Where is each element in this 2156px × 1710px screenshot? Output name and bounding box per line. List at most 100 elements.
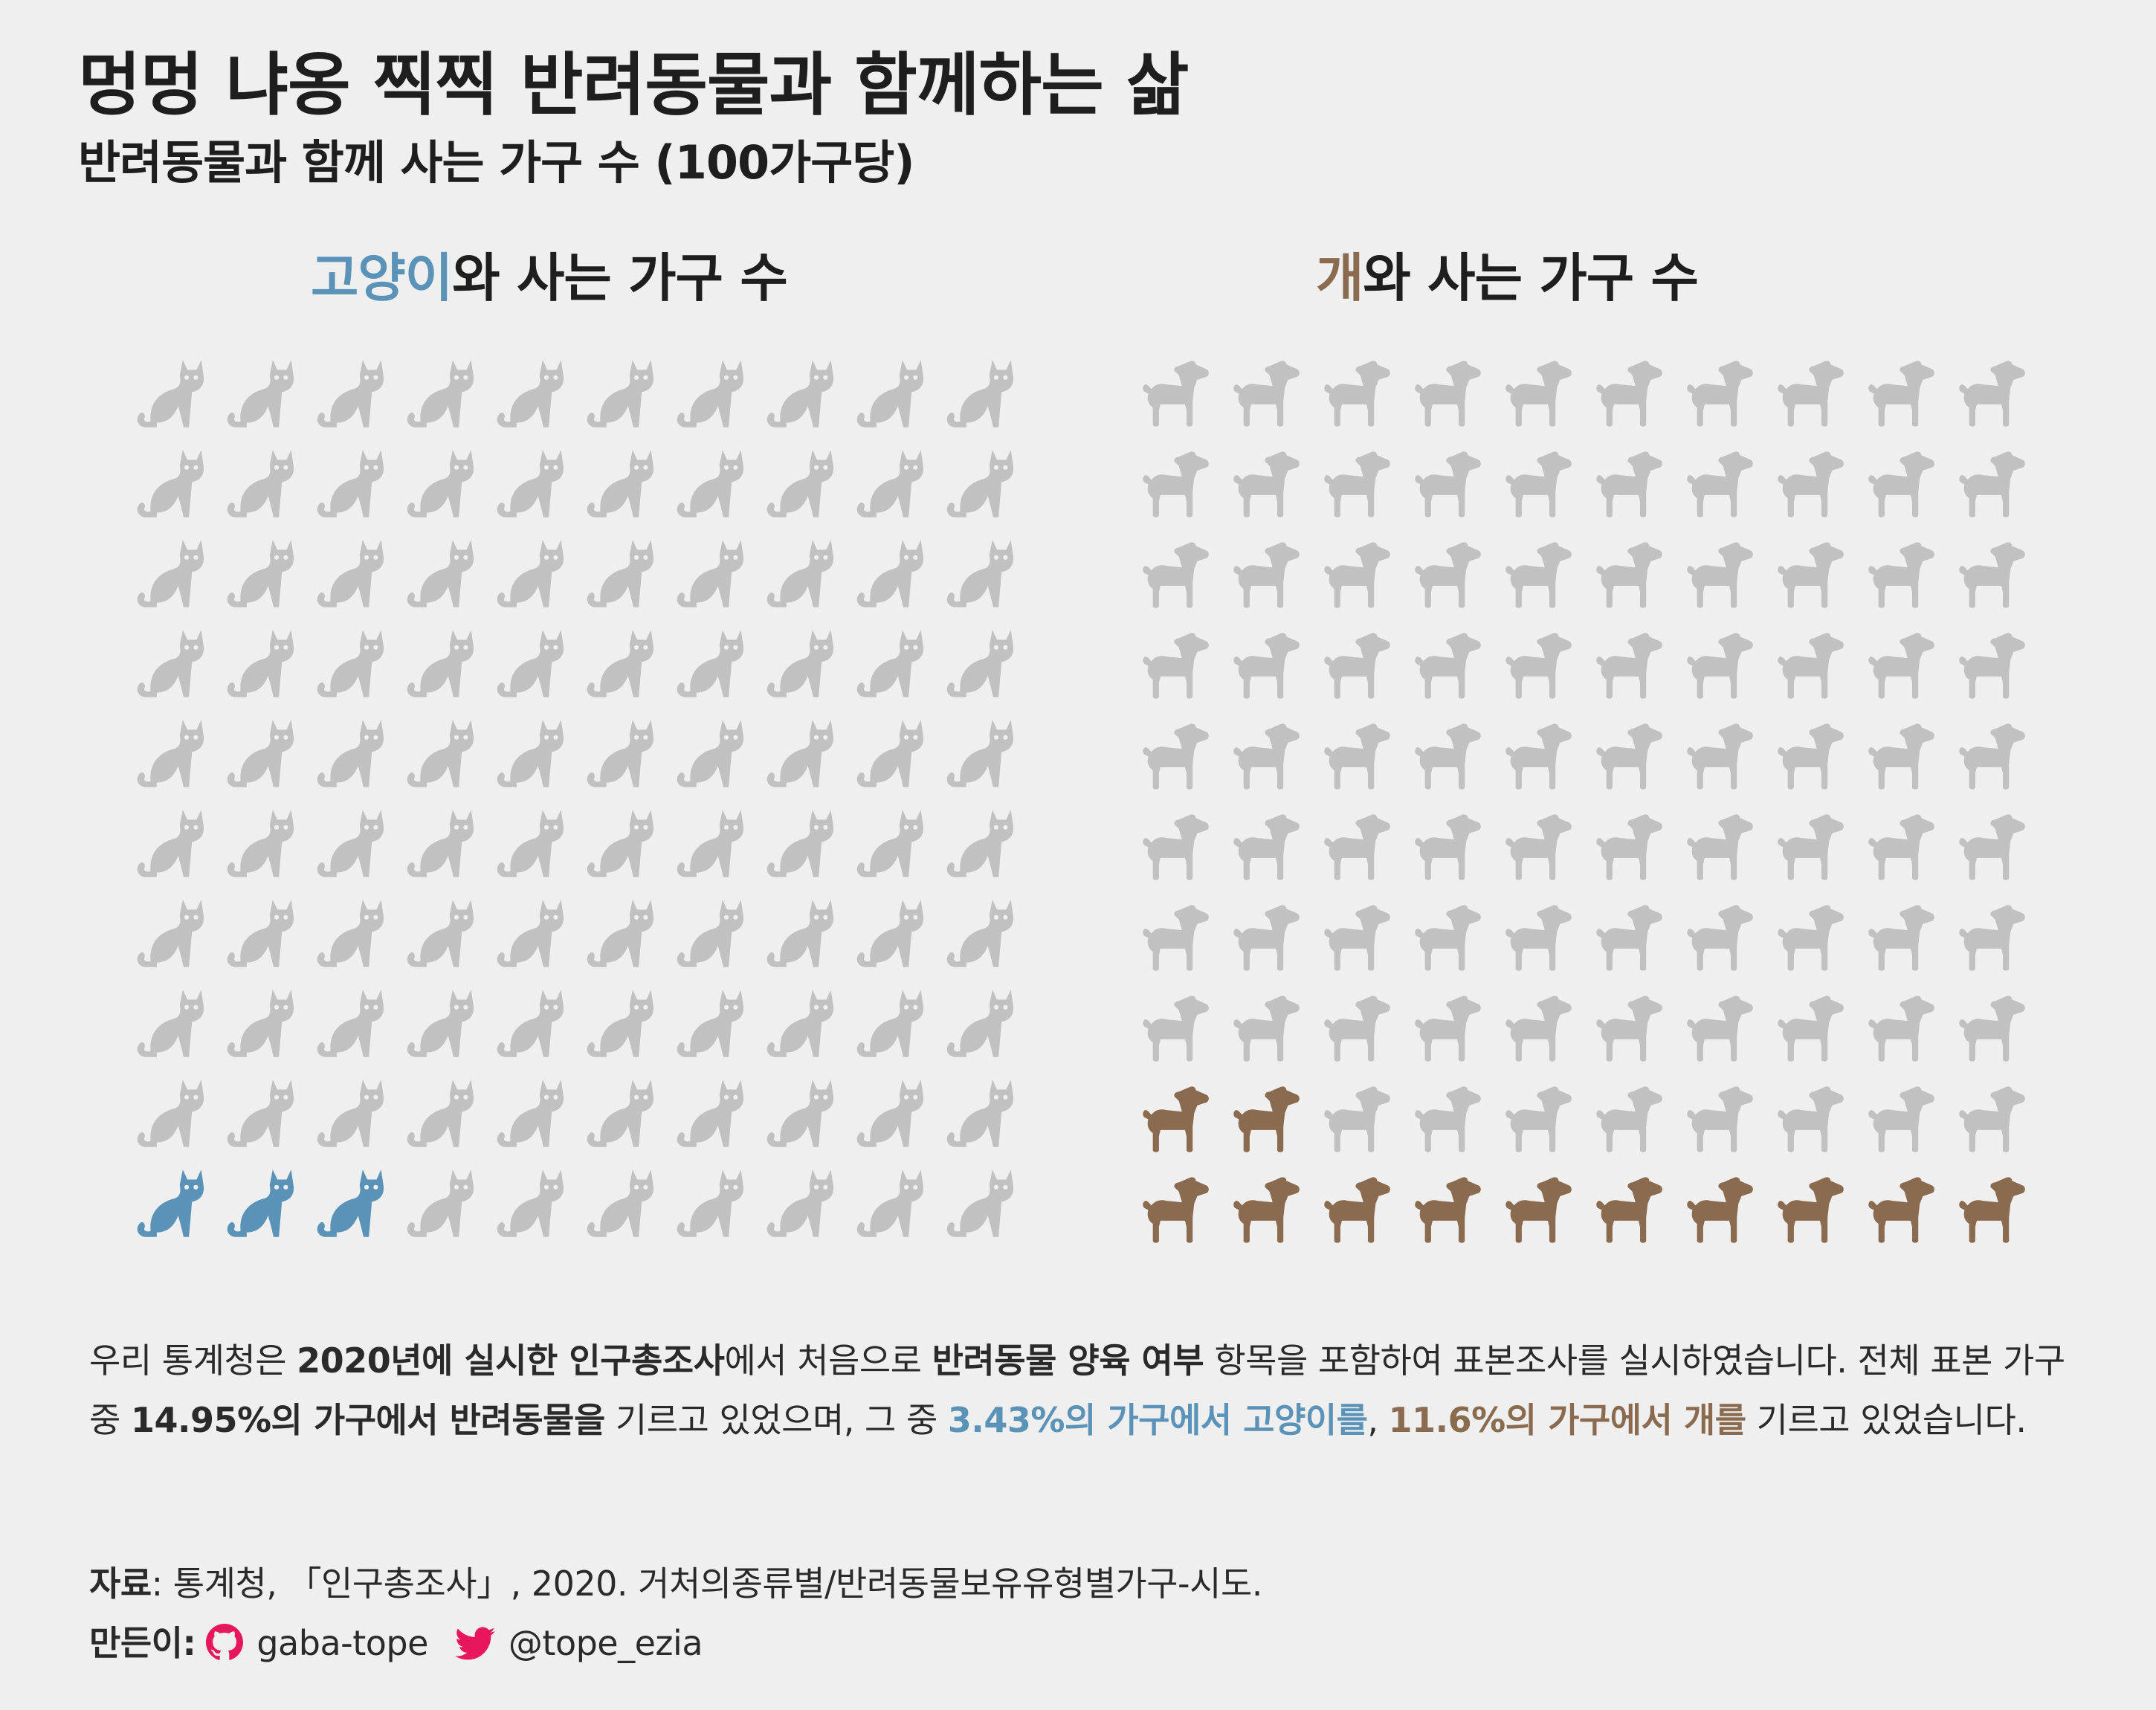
dog-icon bbox=[1596, 814, 1662, 880]
dog-panel-title: 개와 사는 가구 수 bbox=[1316, 236, 1699, 312]
dog-icon bbox=[1415, 451, 1481, 517]
dog-icon bbox=[1687, 1086, 1753, 1152]
dog-icon bbox=[1868, 542, 1934, 608]
cat-icon-highlighted bbox=[227, 1169, 294, 1237]
dog-icon bbox=[1959, 996, 2025, 1062]
cat-icon bbox=[497, 990, 564, 1057]
dog-icon-highlighted bbox=[1505, 1177, 1572, 1243]
dog-icon bbox=[1959, 361, 2025, 427]
dog-icon bbox=[1778, 1086, 1844, 1152]
dog-icon bbox=[1959, 723, 2025, 790]
cat-icon bbox=[137, 1080, 204, 1147]
dog-icon bbox=[1233, 996, 1300, 1062]
cat-icon bbox=[407, 720, 474, 787]
cat-icon bbox=[227, 720, 294, 787]
dog-icon bbox=[1415, 1086, 1481, 1152]
cat-icon bbox=[227, 540, 294, 607]
dog-icon-highlighted bbox=[1233, 1086, 1300, 1152]
dog-icon bbox=[1596, 542, 1662, 608]
cat-panel-title: 고양이와 사는 가구 수 bbox=[311, 236, 788, 312]
cat-icon bbox=[856, 540, 924, 607]
dog-icon bbox=[1596, 361, 1662, 427]
dog-icon bbox=[1143, 723, 1209, 790]
dog-icon bbox=[1505, 361, 1572, 427]
cat-icon bbox=[407, 1080, 474, 1147]
dog-icon bbox=[1415, 723, 1481, 790]
cat-icon bbox=[137, 900, 204, 967]
dog-icon-highlighted bbox=[1596, 1177, 1662, 1243]
cat-icon bbox=[766, 810, 834, 877]
cat-icon bbox=[677, 450, 744, 517]
dog-icon-highlighted bbox=[1415, 1177, 1481, 1243]
dog-icon bbox=[1324, 723, 1390, 790]
dog-icon bbox=[1596, 1086, 1662, 1152]
desc-text-4: 기르고 있었으며, 그 중 bbox=[604, 1400, 948, 1440]
dog-icon bbox=[1868, 996, 1934, 1062]
cat-icon bbox=[317, 540, 384, 607]
desc-text-6: 기르고 있었습니다. bbox=[1746, 1400, 2027, 1440]
cat-icon bbox=[407, 990, 474, 1057]
cat-icon bbox=[227, 900, 294, 967]
cat-icon bbox=[766, 990, 834, 1057]
github-icon bbox=[206, 1619, 244, 1679]
dog-icon bbox=[1596, 723, 1662, 790]
cat-icon bbox=[677, 990, 744, 1057]
cat-icon bbox=[946, 1080, 1014, 1147]
cat-icon bbox=[227, 810, 294, 877]
cat-icon bbox=[227, 450, 294, 517]
dog-icon-highlighted bbox=[1324, 1177, 1390, 1243]
cat-icon bbox=[677, 1169, 744, 1237]
dog-icon bbox=[1233, 905, 1300, 971]
cat-icon bbox=[766, 630, 834, 697]
github-link[interactable]: gaba-tope bbox=[256, 1623, 428, 1663]
dog-icon bbox=[1505, 633, 1572, 699]
cat-icon bbox=[407, 1169, 474, 1237]
desc-bold-total: 14.95%의 가구에서 반려동물을 bbox=[130, 1400, 605, 1440]
cat-icon bbox=[137, 630, 204, 697]
cat-icon bbox=[137, 450, 204, 517]
dog-icon bbox=[1868, 814, 1934, 880]
desc-dog-highlight: 11.6%의 가구에서 개를 bbox=[1388, 1400, 1746, 1440]
dog-icon bbox=[1596, 905, 1662, 971]
cat-icon bbox=[766, 540, 834, 607]
source-text: : 통계청, 「인구총조사」, 2020. 거처의종류별/반려동물보유유형별가구… bbox=[151, 1564, 1263, 1604]
dog-icon bbox=[1868, 1086, 1934, 1152]
dog-icon bbox=[1233, 542, 1300, 608]
cat-icon-highlighted bbox=[137, 1169, 204, 1237]
dog-icon bbox=[1505, 814, 1572, 880]
cat-icon bbox=[946, 990, 1014, 1057]
dog-icon bbox=[1959, 451, 2025, 517]
dog-icon bbox=[1324, 451, 1390, 517]
cat-icon bbox=[587, 1080, 654, 1147]
dog-icon bbox=[1505, 723, 1572, 790]
dog-icon-highlighted bbox=[1233, 1177, 1300, 1243]
dog-icon bbox=[1687, 905, 1753, 971]
cat-waffle-svg bbox=[137, 360, 1014, 1237]
cat-icon bbox=[317, 360, 384, 428]
cat-icon bbox=[407, 450, 474, 517]
cat-icon bbox=[587, 810, 654, 877]
cat-icon bbox=[946, 900, 1014, 967]
dog-panel-title-rest: 와 사는 가구 수 bbox=[1363, 248, 1699, 309]
cat-icon bbox=[856, 1169, 924, 1237]
dog-icon bbox=[1505, 451, 1572, 517]
dog-icon bbox=[1415, 905, 1481, 971]
twitter-link[interactable]: @tope_ezia bbox=[508, 1623, 703, 1663]
cat-icon bbox=[497, 450, 564, 517]
cat-icon bbox=[227, 1080, 294, 1147]
cat-icon bbox=[497, 360, 564, 428]
cat-icon bbox=[677, 630, 744, 697]
cat-icon bbox=[587, 540, 654, 607]
dog-icon bbox=[1687, 996, 1753, 1062]
twitter-icon bbox=[454, 1619, 495, 1679]
dog-icon bbox=[1143, 451, 1209, 517]
dog-icon bbox=[1778, 996, 1844, 1062]
cat-icon bbox=[946, 810, 1014, 877]
cat-icon bbox=[677, 810, 744, 877]
source-line: 자료: 통계청, 「인구총조사」, 2020. 거처의종류별/반려동물보유유형별… bbox=[89, 1554, 1262, 1613]
cat-icon bbox=[497, 720, 564, 787]
cat-icon bbox=[677, 1080, 744, 1147]
dog-icon bbox=[1959, 814, 2025, 880]
dog-icon bbox=[1415, 633, 1481, 699]
cat-icon bbox=[946, 540, 1014, 607]
